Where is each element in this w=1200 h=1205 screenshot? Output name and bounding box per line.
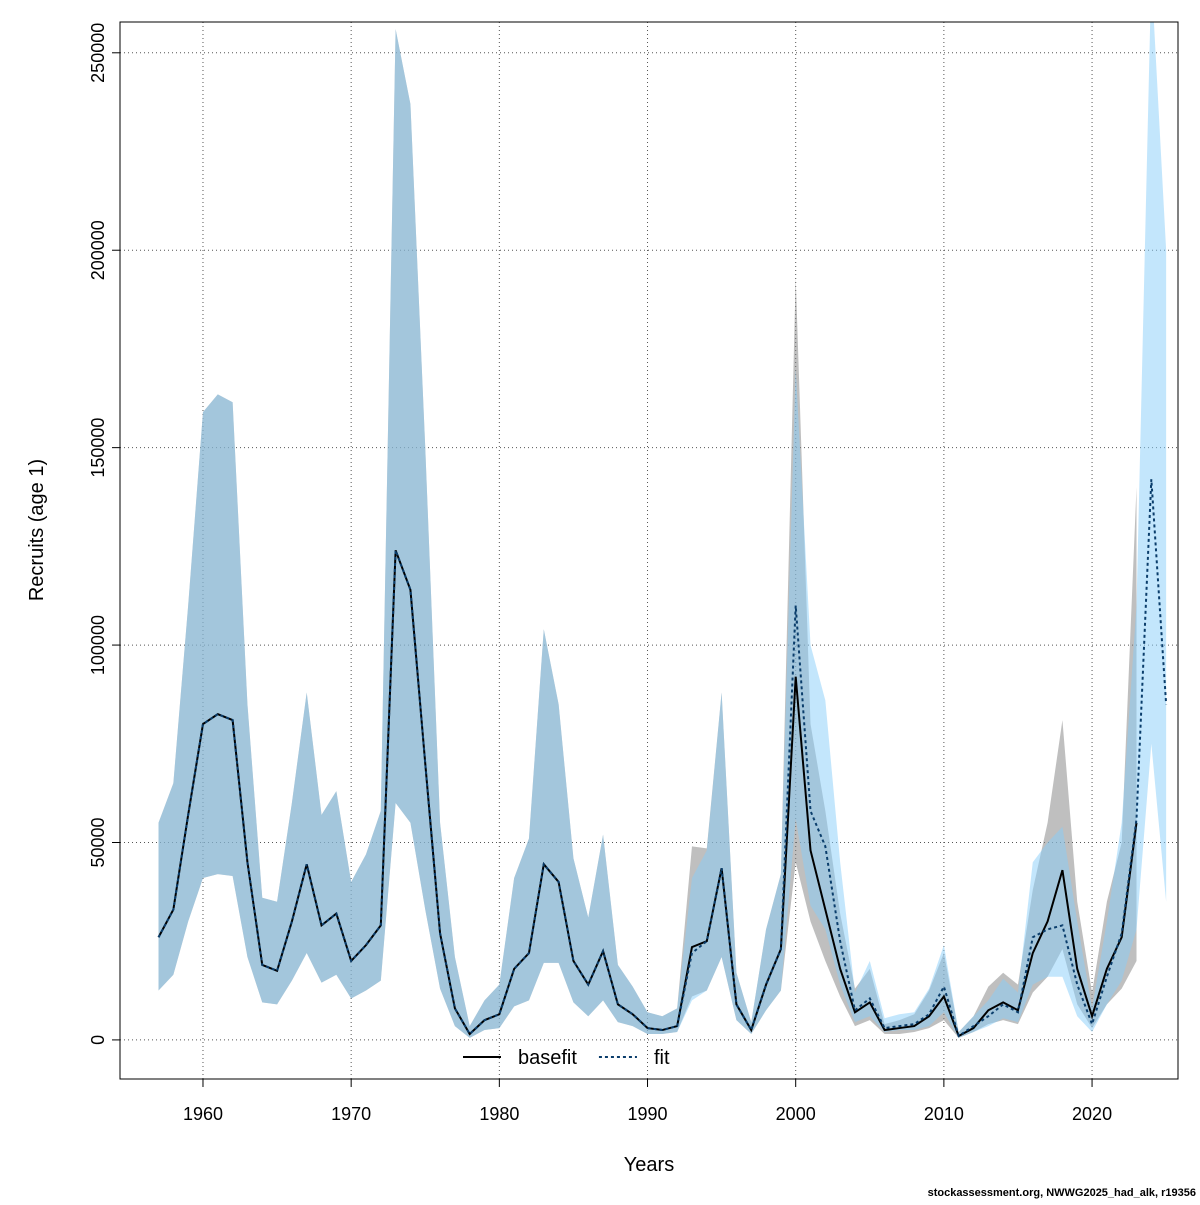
plot-frame xyxy=(119,21,1179,1080)
y-tick-label: 200000 xyxy=(88,220,108,280)
y-tick-label: 0 xyxy=(88,1035,108,1045)
footnote: stockassessment.org, NWWG2025_had_alk, r… xyxy=(928,1187,1196,1199)
x-tick-label: 2010 xyxy=(924,1104,964,1124)
legend: basefit fit xyxy=(463,1047,670,1069)
plot-area xyxy=(157,22,1168,1038)
x-tick-label: 1980 xyxy=(479,1104,519,1124)
x-axis-label: Years xyxy=(624,1154,674,1176)
x-tick-label: 1970 xyxy=(331,1104,371,1124)
y-tick-label: 50000 xyxy=(88,817,108,867)
y-tick-label: 100000 xyxy=(88,615,108,675)
legend-label: fit xyxy=(654,1047,670,1069)
x-tick-label: 2020 xyxy=(1072,1104,1112,1124)
y-axis-label: Recruits (age 1) xyxy=(26,459,48,601)
series-line xyxy=(157,549,1138,1038)
legend-label: basefit xyxy=(518,1047,577,1069)
x-tick-label: 2000 xyxy=(776,1104,816,1124)
x-tick-label: 1990 xyxy=(627,1104,667,1124)
confidence-band xyxy=(158,22,1167,1038)
x-tick-label: 1960 xyxy=(183,1104,223,1124)
y-tick-label: 150000 xyxy=(88,418,108,478)
y-tick-label: 250000 xyxy=(88,23,108,83)
series-line xyxy=(157,479,1168,1038)
